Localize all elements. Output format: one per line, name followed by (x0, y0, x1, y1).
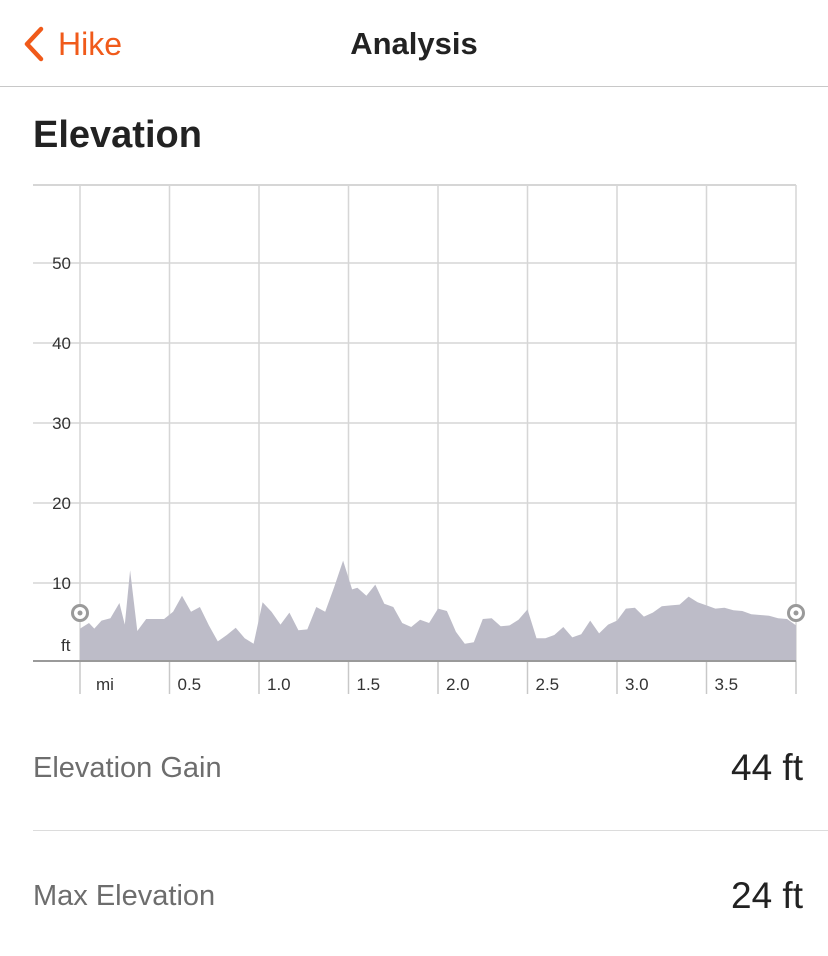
back-button[interactable]: Hike (22, 22, 122, 66)
y-tick-label: 30 (52, 414, 71, 433)
x-axis-unit-label: mi (96, 675, 114, 694)
page-title: Analysis (350, 26, 478, 61)
stat-row-max-elevation: Max Elevation 24 ft (33, 866, 803, 926)
back-button-label: Hike (58, 26, 123, 62)
y-tick-label: 50 (52, 254, 71, 273)
x-tick-label: 0.5 (178, 675, 202, 694)
y-tick-label: 10 (52, 574, 71, 593)
section-title: Elevation (33, 114, 202, 156)
y-tick-label: 40 (52, 334, 71, 353)
chevron-left-icon (22, 26, 44, 62)
max-elevation-label: Max Elevation (33, 880, 216, 912)
range-end-handle[interactable] (787, 604, 805, 622)
x-tick-label: 2.5 (536, 675, 560, 694)
x-tick-label: 3.5 (715, 675, 739, 694)
elevation-gain-label: Elevation Gain (33, 752, 222, 784)
stat-row-elevation-gain: Elevation Gain 44 ft (33, 738, 803, 798)
x-tick-label: 2.0 (446, 675, 470, 694)
stats-divider (33, 830, 828, 831)
x-tick-label: 1.0 (267, 675, 291, 694)
range-start-handle[interactable] (71, 604, 89, 622)
x-tick-label: 3.0 (625, 675, 649, 694)
elevation-gain-value: 44 ft (731, 747, 803, 788)
x-tick-label: 1.5 (357, 675, 381, 694)
max-elevation-value: 24 ft (731, 875, 803, 916)
y-axis-unit-label: ft (61, 636, 71, 655)
y-tick-label: 20 (52, 494, 71, 513)
elevation-chart[interactable]: 10 20 30 40 50 ft 0.5 1.0 1.5 2.0 2.5 3.0 3.5 mi (0, 0, 828, 700)
elevation-area (80, 560, 796, 661)
navigation-bar: Hike Analysis (0, 0, 828, 87)
